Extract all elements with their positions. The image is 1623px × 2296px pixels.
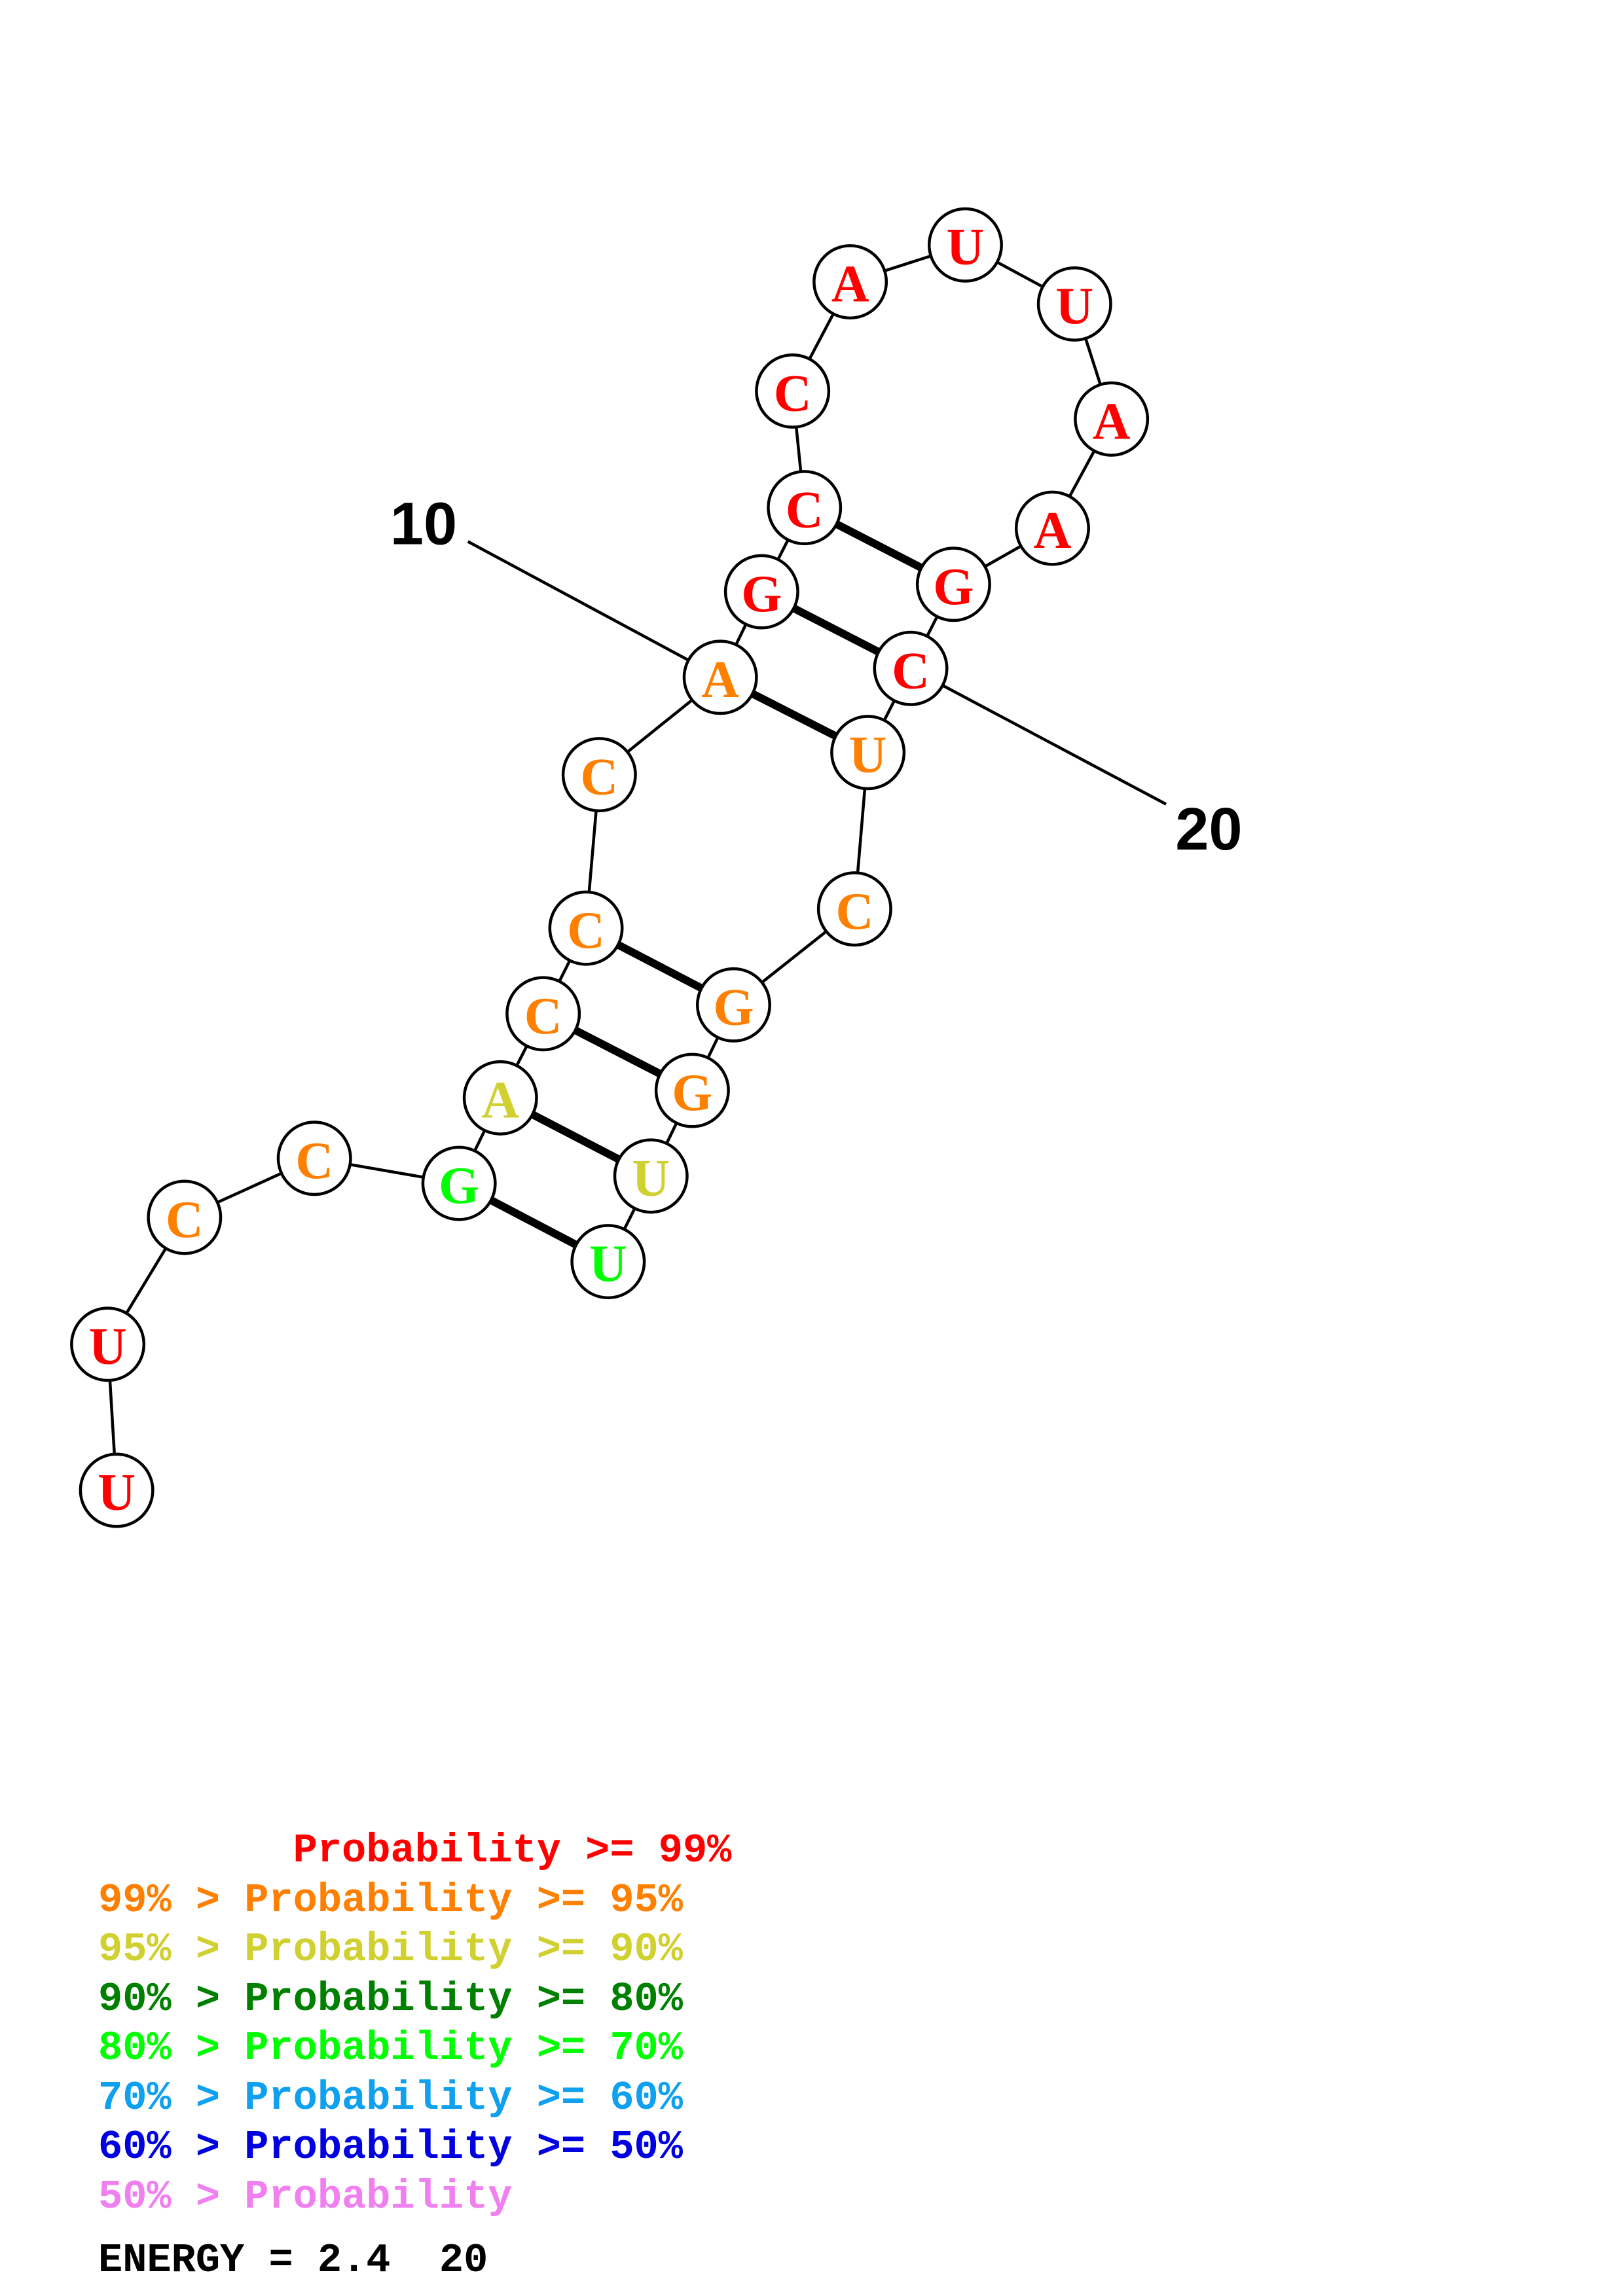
nucleotide-20: C: [873, 630, 949, 706]
nucleotide-9: C: [561, 737, 637, 813]
legend-row: Probability >= 99%: [98, 1827, 732, 1874]
nucleotide-15: U: [927, 207, 1003, 283]
nucleotide-letter: A: [481, 1071, 519, 1129]
nucleotide-24: G: [654, 1052, 730, 1128]
nucleotide-5: G: [421, 1145, 497, 1221]
nucleotide-circle: [421, 1145, 497, 1221]
nucleotide-circle: [927, 207, 1003, 283]
nucleotide-letter: G: [741, 565, 782, 623]
nucleotide-circle: [654, 1052, 730, 1128]
nucleotide-13: C: [755, 353, 831, 429]
nucleotide-circle: [276, 1121, 352, 1196]
nucleotide-circle: [682, 639, 758, 715]
legend-row: 95% > Probability >= 90%: [98, 1926, 683, 1973]
nucleotide-circle: [767, 470, 843, 546]
nucleotide-16: U: [1036, 266, 1112, 342]
nucleotide-letter: U: [849, 726, 887, 784]
nucleotide-letter: U: [632, 1150, 670, 1208]
nucleotide-letter: C: [166, 1191, 204, 1249]
nucleotide-letter: C: [295, 1132, 333, 1190]
nucleotide-letter: A: [1034, 502, 1072, 560]
legend-row: 99% > Probability >= 95%: [98, 1876, 683, 1924]
nucleotide-circle: [830, 715, 906, 791]
nucleotide-3: C: [147, 1179, 223, 1255]
nucleotide-circle: [873, 630, 949, 706]
legend-row: 60% > Probability >= 50%: [98, 2124, 683, 2170]
legend-row: 70% > Probability >= 60%: [98, 2074, 683, 2121]
probability-legend: Probability >= 99% 99% > Probability >= 9…: [98, 1826, 731, 2221]
nucleotide-letter: G: [439, 1157, 479, 1215]
nucleotide-letter: A: [1093, 393, 1131, 450]
nucleotide-letter: C: [892, 642, 930, 700]
nucleotide-10: A: [682, 639, 758, 715]
nucleotide-circle: [462, 1060, 538, 1136]
nucleotide-6: A: [462, 1060, 538, 1136]
nucleotide-1: U: [79, 1452, 155, 1528]
nucleotide-7: C: [505, 976, 581, 1052]
nucleotide-letter: U: [589, 1236, 627, 1293]
nucleotide-letter: A: [831, 256, 869, 314]
legend-row: 50% > Probability: [98, 2173, 513, 2220]
nucleotide-circle: [613, 1138, 689, 1214]
nucleotide-circle: [915, 547, 991, 622]
nucleotide-8: C: [548, 890, 624, 966]
nucleotide-letter: C: [835, 883, 873, 941]
nucleotide-circle: [1014, 490, 1090, 566]
nucleotide-25: U: [613, 1138, 689, 1214]
nucleotide-11: G: [723, 554, 799, 630]
nucleotide-letter: G: [672, 1064, 712, 1122]
nucleotide-19: G: [915, 547, 991, 622]
nucleotide-2: U: [70, 1306, 146, 1382]
nucleotide-letter: C: [580, 749, 618, 806]
nucleotide-letter: U: [1055, 278, 1093, 335]
nucleotide-26: U: [570, 1224, 646, 1300]
nucleotide-circle: [505, 976, 581, 1052]
nucleotide-circle: [1036, 266, 1112, 342]
nucleotide-18: A: [1014, 490, 1090, 566]
nucleotide-circle: [812, 244, 888, 320]
legend-row: 80% > Probability >= 70%: [98, 2025, 683, 2072]
nucleotide-letter: C: [786, 482, 824, 539]
nucleotide-21: U: [830, 715, 906, 791]
nucleotide-letter: U: [89, 1318, 127, 1376]
nucleotide-12: C: [767, 470, 843, 546]
position-label-line: [467, 540, 721, 679]
nucleotide-letter: C: [524, 988, 562, 1045]
nucleotide-circle: [696, 967, 771, 1043]
nucleotide-22: C: [816, 871, 892, 947]
nucleotide-14: A: [812, 244, 888, 320]
nucleotide-circle: [755, 353, 831, 429]
nucleotide-letter: A: [701, 651, 739, 709]
nucleotide-letter: G: [713, 978, 754, 1036]
nucleotide-letter: C: [774, 365, 812, 422]
energy-label: ENERGY = 2.4 20: [98, 2237, 488, 2284]
nucleotide-circle: [816, 871, 892, 947]
position-label: 10: [390, 490, 457, 557]
nucleotide-circle: [1074, 381, 1150, 457]
nucleotide-circle: [548, 890, 624, 966]
nucleotide-23: G: [696, 967, 771, 1043]
nucleotide-4: C: [276, 1121, 352, 1196]
nucleotide-letter: U: [98, 1464, 136, 1522]
nucleotide-letter: C: [567, 902, 605, 960]
position-label-line: [909, 667, 1167, 806]
nucleotide-circle: [561, 737, 637, 813]
nucleotide-circle: [79, 1452, 155, 1528]
position-label: 20: [1175, 796, 1242, 863]
legend-row: 90% > Probability >= 80%: [98, 1975, 683, 2022]
nucleotide-circle: [147, 1179, 223, 1255]
nucleotide-circle: [570, 1224, 646, 1300]
nucleotide-circle: [723, 554, 799, 630]
nucleotide-17: A: [1074, 381, 1150, 457]
nucleotide-circle: [70, 1306, 146, 1382]
nucleotide-letter: G: [933, 558, 974, 616]
nucleotide-letter: U: [947, 219, 985, 276]
